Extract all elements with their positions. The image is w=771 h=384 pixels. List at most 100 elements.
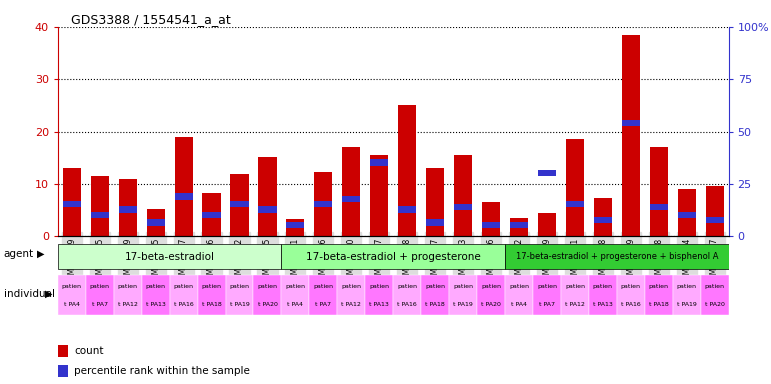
Text: t PA4: t PA4 [511, 302, 527, 307]
Text: patien: patien [173, 284, 194, 289]
Text: t PA13: t PA13 [369, 302, 389, 307]
Bar [538, 170, 556, 176]
Bar [594, 217, 612, 223]
Text: t PA12: t PA12 [118, 302, 138, 307]
Text: t PA12: t PA12 [565, 302, 585, 307]
Bar [91, 212, 109, 218]
Bar [477, 275, 505, 314]
Text: t PA20: t PA20 [481, 302, 501, 307]
Bar [398, 206, 416, 213]
Bar [449, 275, 477, 314]
Bar [119, 179, 136, 236]
Text: patien: patien [621, 284, 641, 289]
Bar [365, 275, 393, 314]
Bar [705, 187, 724, 236]
Bar [114, 275, 142, 314]
Text: count: count [74, 346, 103, 356]
Text: patien: patien [201, 284, 221, 289]
Text: patien: patien [425, 284, 445, 289]
Bar [505, 275, 533, 314]
Text: 17-beta-estradiol: 17-beta-estradiol [125, 252, 214, 262]
Text: GDS3388 / 1554541_a_at: GDS3388 / 1554541_a_at [71, 13, 231, 26]
Text: patien: patien [118, 284, 138, 289]
Text: patien: patien [146, 284, 166, 289]
Bar [621, 120, 640, 126]
Text: patien: patien [565, 284, 585, 289]
Bar [650, 147, 668, 236]
Bar [538, 213, 556, 236]
Bar [225, 275, 254, 314]
Bar [146, 209, 165, 236]
Text: percentile rank within the sample: percentile rank within the sample [74, 366, 250, 376]
Bar [119, 206, 136, 213]
Bar [231, 174, 248, 236]
Bar [672, 275, 701, 314]
Text: t PA4: t PA4 [64, 302, 80, 307]
Text: t PA16: t PA16 [621, 302, 641, 307]
Text: individual: individual [4, 289, 55, 299]
Text: patien: patien [537, 284, 557, 289]
Text: 17-beta-estradiol + progesterone + bisphenol A: 17-beta-estradiol + progesterone + bisph… [516, 252, 718, 262]
Bar [58, 365, 68, 377]
Text: patien: patien [705, 284, 725, 289]
Bar [701, 275, 729, 314]
Bar [91, 176, 109, 236]
Text: t PA18: t PA18 [649, 302, 668, 307]
Bar [174, 193, 193, 200]
Bar [315, 172, 332, 236]
Text: patien: patien [677, 284, 697, 289]
Bar [337, 275, 365, 314]
Bar [482, 202, 500, 236]
Bar [510, 222, 528, 228]
Text: t PA19: t PA19 [230, 302, 250, 307]
Text: patien: patien [397, 284, 417, 289]
Bar [421, 275, 449, 314]
Text: t PA16: t PA16 [173, 302, 194, 307]
Bar [281, 245, 505, 269]
Bar [370, 155, 389, 236]
Bar [678, 212, 695, 218]
Text: t PA7: t PA7 [315, 302, 332, 307]
Text: t PA12: t PA12 [342, 302, 362, 307]
Bar [203, 193, 221, 236]
Bar [174, 137, 193, 236]
Bar [398, 105, 416, 236]
Text: patien: patien [453, 284, 473, 289]
Bar [258, 157, 277, 236]
Text: t PA19: t PA19 [677, 302, 697, 307]
Bar [426, 168, 444, 236]
Bar [533, 275, 561, 314]
Bar [58, 245, 281, 269]
Text: patien: patien [342, 284, 362, 289]
Bar [454, 155, 472, 236]
Text: t PA13: t PA13 [146, 302, 166, 307]
Text: agent: agent [4, 249, 34, 259]
Text: patien: patien [313, 284, 333, 289]
Bar [142, 275, 170, 314]
Text: ▶: ▶ [45, 289, 52, 299]
Bar [645, 275, 672, 314]
Bar [678, 189, 695, 236]
Bar [510, 218, 528, 236]
Bar [454, 204, 472, 210]
Bar [589, 275, 617, 314]
Bar [197, 275, 225, 314]
Bar [426, 219, 444, 226]
Bar [566, 201, 584, 207]
Text: patien: patien [230, 284, 250, 289]
Text: patien: patien [481, 284, 501, 289]
Bar [286, 222, 305, 228]
Bar [231, 201, 248, 207]
Text: t PA13: t PA13 [593, 302, 613, 307]
Text: patien: patien [285, 284, 305, 289]
Text: patien: patien [593, 284, 613, 289]
Text: patien: patien [369, 284, 389, 289]
Text: patien: patien [89, 284, 109, 289]
Bar [58, 345, 68, 357]
Text: 17-beta-estradiol + progesterone: 17-beta-estradiol + progesterone [306, 252, 480, 262]
Bar [705, 217, 724, 223]
Bar [258, 206, 277, 213]
Bar [281, 275, 309, 314]
Bar [286, 219, 305, 236]
Text: patien: patien [258, 284, 278, 289]
